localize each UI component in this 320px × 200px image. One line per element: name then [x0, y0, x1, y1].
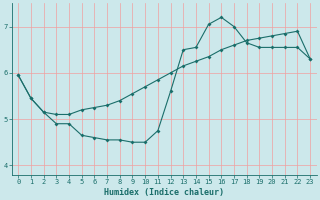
X-axis label: Humidex (Indice chaleur): Humidex (Indice chaleur): [104, 188, 224, 197]
